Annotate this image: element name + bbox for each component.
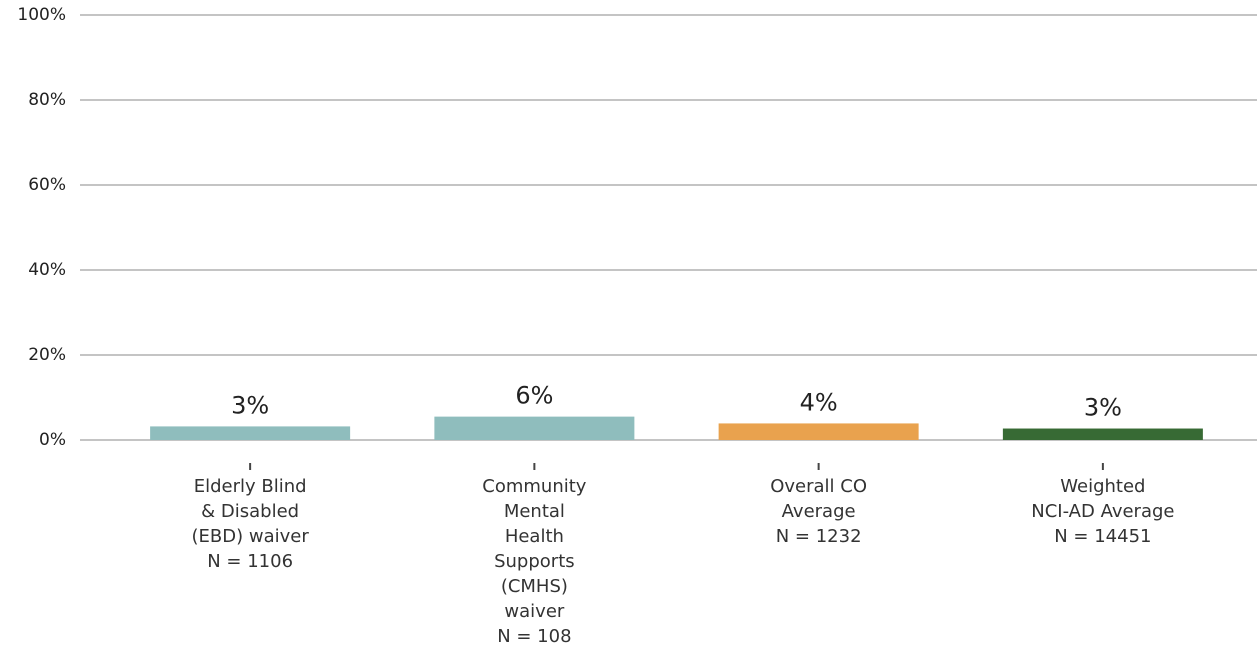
y-tick-label: 40% xyxy=(28,260,66,280)
x-tick-label: Weighted NCI-AD Average N = 14451 xyxy=(1031,476,1175,547)
data-label: 3% xyxy=(231,391,269,419)
data-label: 4% xyxy=(800,388,838,416)
y-tick-label: 0% xyxy=(39,430,66,450)
bar xyxy=(150,426,351,440)
y-tick-label: 20% xyxy=(28,345,66,365)
bar xyxy=(434,416,635,440)
data-label: 6% xyxy=(515,382,553,410)
bar xyxy=(1002,428,1203,440)
bar xyxy=(718,423,919,440)
x-tick-label: Overall CO Average N = 1232 xyxy=(770,476,868,547)
y-tick-label: 80% xyxy=(28,90,66,110)
y-tick-label: 60% xyxy=(28,175,66,195)
x-tick-label: Community Mental Health Supports (CMHS) … xyxy=(482,476,587,647)
data-label: 3% xyxy=(1084,394,1122,422)
x-tick-label: Elderly Blind & Disabled (EBD) waiver N … xyxy=(191,476,309,572)
y-tick-label: 100% xyxy=(17,5,66,25)
